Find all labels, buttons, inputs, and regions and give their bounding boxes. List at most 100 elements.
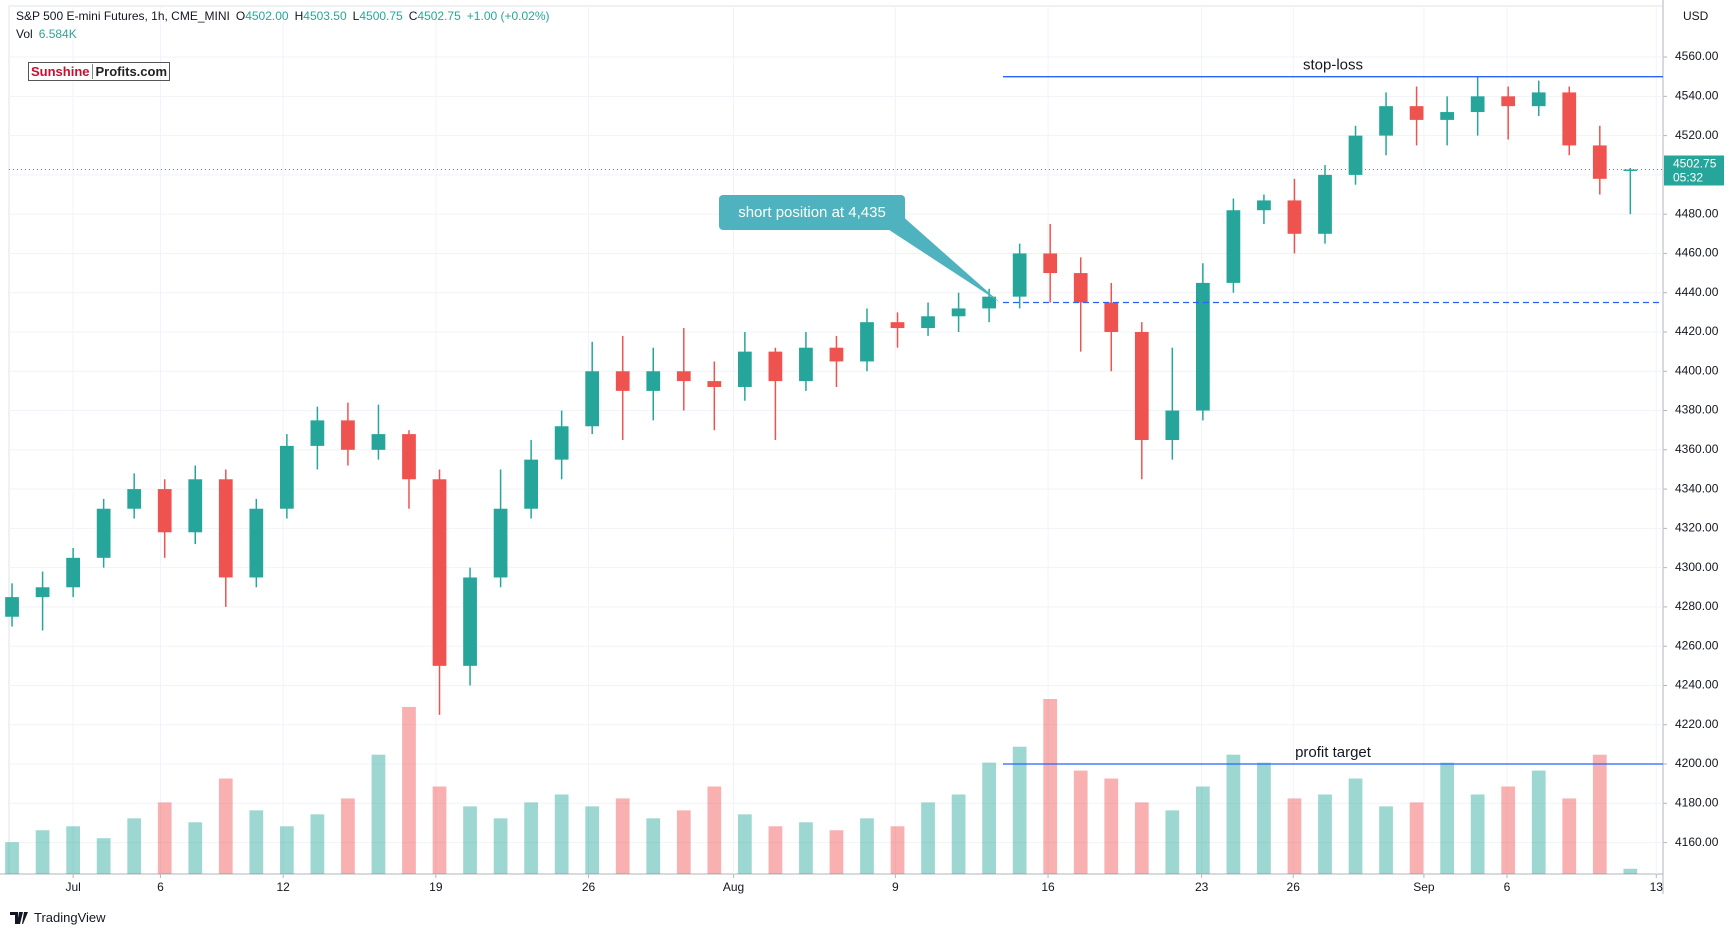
candle-body bbox=[1257, 200, 1271, 211]
volume-bar bbox=[951, 794, 966, 874]
candle-body bbox=[768, 351, 783, 382]
y-tick-label: 4300.00 bbox=[1675, 560, 1719, 574]
y-tick-label: 4180.00 bbox=[1675, 795, 1719, 809]
y-tick-label: 4240.00 bbox=[1675, 678, 1719, 692]
y-tick-label: 4320.00 bbox=[1675, 521, 1719, 535]
candle-body bbox=[890, 322, 905, 329]
last-price-label: 4502.75 bbox=[1673, 157, 1717, 171]
candle-body bbox=[310, 420, 325, 446]
footer-text: TradingView bbox=[34, 910, 106, 925]
candle-body bbox=[829, 347, 844, 362]
candle-body bbox=[1531, 92, 1546, 107]
c-value: 4502.75 bbox=[417, 9, 461, 23]
x-tick-label: Jul bbox=[65, 880, 80, 894]
volume-bar bbox=[1440, 762, 1454, 874]
candle-body bbox=[127, 489, 142, 509]
candle-body bbox=[646, 371, 661, 391]
volume-bar bbox=[249, 810, 264, 874]
volume-bar bbox=[585, 806, 600, 874]
o-value: 4502.00 bbox=[245, 9, 289, 23]
candle-body bbox=[96, 508, 111, 558]
y-tick-label: 4480.00 bbox=[1675, 206, 1719, 220]
x-tick-label: 9 bbox=[892, 880, 899, 894]
volume-bar bbox=[279, 826, 294, 874]
logo-right: Profits.com bbox=[95, 64, 168, 79]
candle-body bbox=[463, 577, 477, 666]
last-price-tag bbox=[1664, 155, 1724, 186]
volume-bar bbox=[1623, 868, 1638, 874]
candle-body bbox=[951, 308, 966, 317]
volume-bar bbox=[1470, 794, 1485, 874]
y-tick-label: 4420.00 bbox=[1675, 324, 1719, 338]
volume-bar bbox=[768, 826, 783, 874]
x-tick-label: 23 bbox=[1195, 880, 1209, 894]
x-tick-label: 19 bbox=[429, 880, 443, 894]
volume-bar bbox=[799, 822, 813, 874]
x-tick-label: Sep bbox=[1413, 880, 1435, 894]
candle-body bbox=[1134, 331, 1149, 440]
candle-body bbox=[35, 587, 50, 598]
vol-value: 6.584K bbox=[38, 27, 77, 41]
candle-body bbox=[1073, 273, 1088, 303]
candle-body bbox=[493, 508, 508, 578]
candle-body bbox=[676, 371, 691, 382]
candle-body bbox=[1318, 174, 1332, 234]
volume-bar bbox=[402, 706, 416, 874]
volume-bar bbox=[371, 754, 386, 874]
candle-body bbox=[1470, 96, 1485, 113]
candle-body bbox=[1104, 302, 1119, 332]
candle-body bbox=[1012, 253, 1027, 297]
volume-bar bbox=[341, 798, 355, 874]
y-tick-label: 4560.00 bbox=[1675, 49, 1719, 63]
candle-body bbox=[1165, 410, 1180, 440]
volume-bar bbox=[890, 826, 905, 874]
volume-bar bbox=[1104, 778, 1119, 874]
y-tick-label: 4340.00 bbox=[1675, 481, 1719, 495]
y-tick-label: 4440.00 bbox=[1675, 285, 1719, 299]
volume-bar bbox=[157, 802, 172, 874]
logo: Sunshine Profits.com bbox=[28, 62, 171, 81]
x-tick-label: 26 bbox=[582, 880, 596, 894]
volume-bar bbox=[1592, 754, 1607, 874]
volume-bar bbox=[1287, 798, 1302, 874]
candle-body bbox=[707, 381, 722, 387]
volume-bar bbox=[1165, 810, 1180, 874]
volume-bar bbox=[921, 802, 935, 874]
volume-header: Vol 6.584K bbox=[16, 27, 77, 41]
candle-body bbox=[737, 351, 752, 387]
callout-pointer bbox=[880, 214, 1000, 303]
footer[interactable]: TradingView bbox=[10, 910, 106, 925]
volume-bar bbox=[646, 818, 661, 874]
volume-bar bbox=[96, 838, 111, 874]
callout: short position at 4,435 bbox=[719, 195, 905, 230]
symbol: S&P 500 E-mini Futures, 1h, CME_MINI bbox=[16, 9, 230, 23]
y-tick-label: 4380.00 bbox=[1675, 403, 1719, 417]
candle-body bbox=[1379, 106, 1393, 136]
candle-body bbox=[1592, 145, 1607, 179]
candle-body bbox=[1043, 253, 1058, 274]
x-tick-label: 26 bbox=[1287, 880, 1301, 894]
candle-body bbox=[1440, 112, 1454, 120]
y-tick-label: 4200.00 bbox=[1675, 756, 1719, 770]
volume-bar bbox=[218, 778, 233, 874]
candle-body bbox=[921, 316, 935, 329]
candle-body bbox=[371, 434, 386, 450]
h-value: 4503.50 bbox=[303, 9, 347, 23]
volume-bar bbox=[1195, 786, 1210, 874]
l-label: L bbox=[352, 9, 360, 23]
candle-body bbox=[1562, 92, 1577, 146]
candle-body bbox=[432, 479, 447, 666]
y-tick-label: 4280.00 bbox=[1675, 599, 1719, 613]
volume-bar bbox=[5, 842, 19, 874]
x-tick-label: 16 bbox=[1041, 880, 1055, 894]
y-tick-label: 4540.00 bbox=[1675, 89, 1719, 103]
l-value: 4500.75 bbox=[359, 9, 403, 23]
countdown: 05:32 bbox=[1673, 171, 1703, 185]
currency: USD bbox=[1683, 9, 1709, 23]
candle-body bbox=[279, 445, 294, 509]
y-tick-label: 4260.00 bbox=[1675, 638, 1719, 652]
volume-bar bbox=[463, 806, 477, 874]
logo-left: Sunshine bbox=[31, 64, 93, 79]
